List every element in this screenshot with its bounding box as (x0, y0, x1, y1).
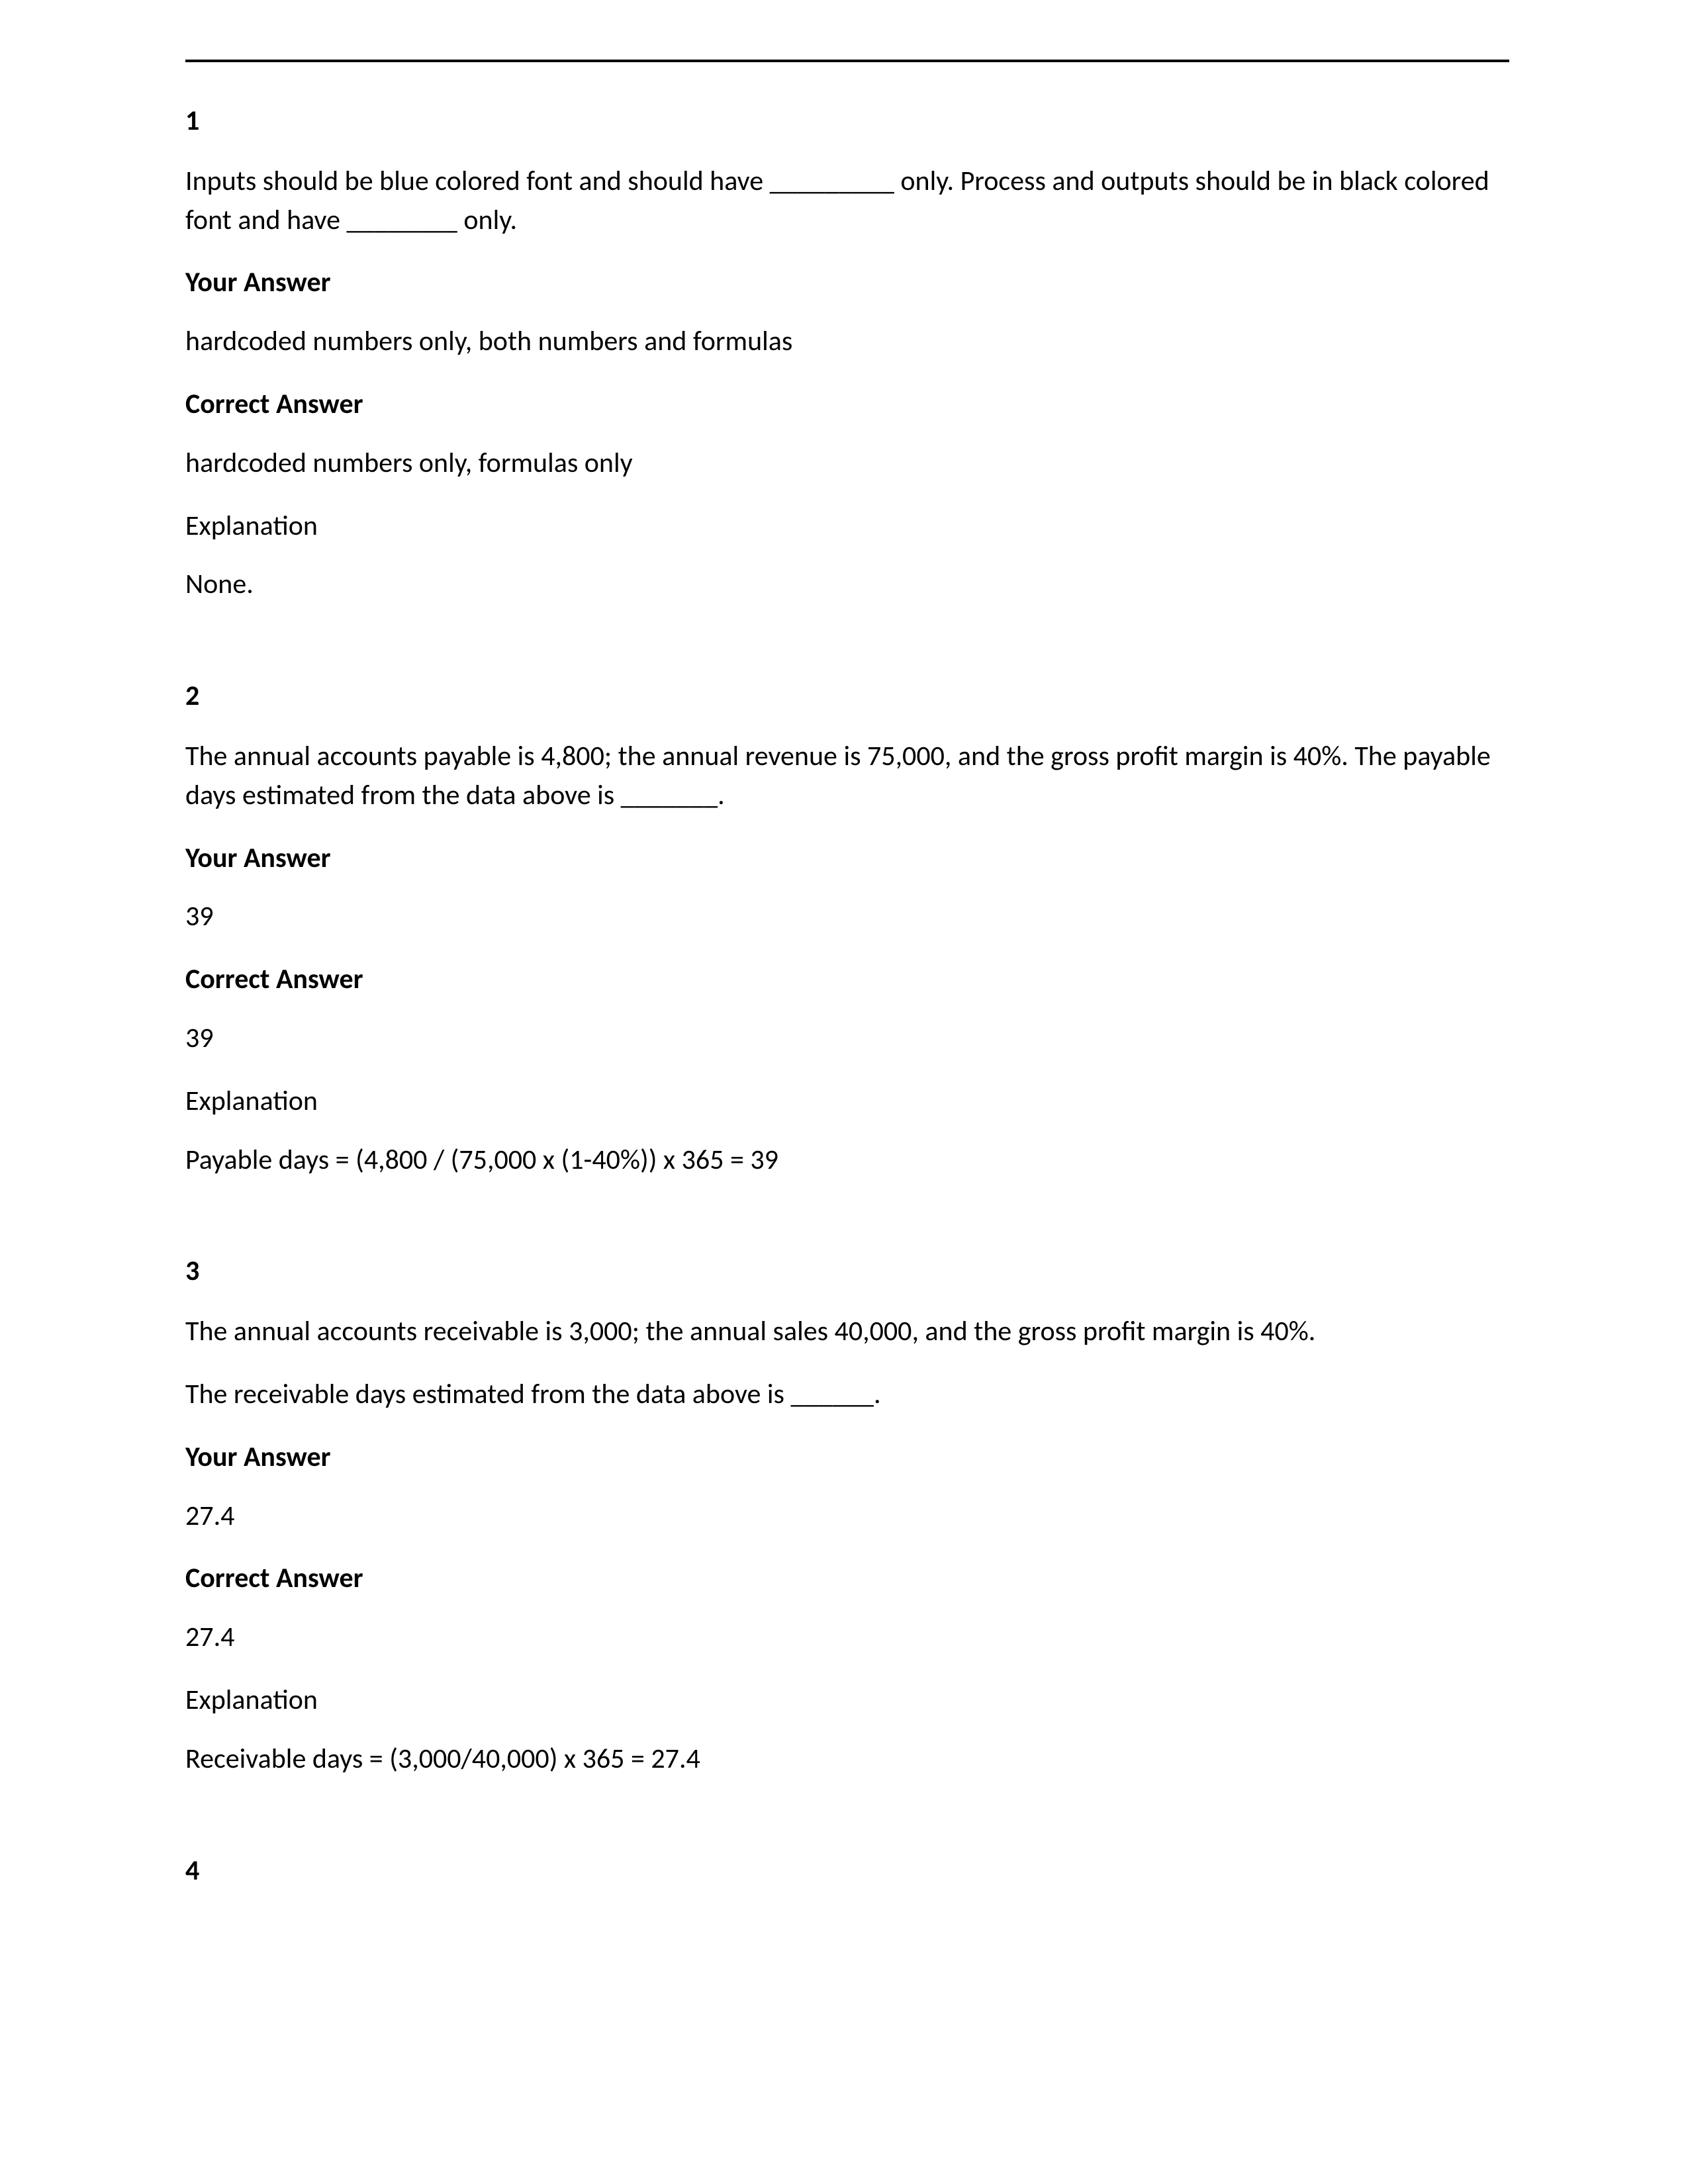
question-text: Inputs should be blue colored font and s… (185, 162, 1509, 240)
top-horizontal-rule (185, 60, 1509, 62)
explanation-text: Payable days = (4,800 / (75,000 x (1-40%… (185, 1141, 1509, 1180)
your-answer-value: hardcoded numbers only, both numbers and… (185, 322, 1509, 361)
correct-answer-value: hardcoded numbers only, formulas only (185, 444, 1509, 483)
question-text-line2: The receivable days estimated from the d… (185, 1375, 1509, 1414)
question-number: 4 (185, 1852, 1509, 1891)
correct-answer-label: Correct Answer (185, 960, 1509, 999)
question-text: The annual accounts payable is 4,800; th… (185, 737, 1509, 815)
your-answer-label: Your Answer (185, 1438, 1509, 1477)
explanation-text: None. (185, 565, 1509, 604)
question-text-line1: The annual accounts receivable is 3,000;… (185, 1312, 1509, 1351)
question-number: 2 (185, 677, 1509, 716)
page-container: 1 Inputs should be blue colored font and… (0, 0, 1688, 1971)
correct-answer-value: 27.4 (185, 1618, 1509, 1657)
explanation-label: Explanation (185, 1681, 1509, 1720)
your-answer-value: 39 (185, 897, 1509, 936)
correct-answer-value: 39 (185, 1019, 1509, 1058)
your-answer-value: 27.4 (185, 1497, 1509, 1536)
correct-answer-label: Correct Answer (185, 385, 1509, 424)
explanation-label: Explanation (185, 1082, 1509, 1121)
question-number: 3 (185, 1252, 1509, 1291)
your-answer-label: Your Answer (185, 263, 1509, 302)
correct-answer-label: Correct Answer (185, 1559, 1509, 1598)
question-number: 1 (185, 102, 1509, 141)
your-answer-label: Your Answer (185, 839, 1509, 878)
explanation-text: Receivable days = (3,000/40,000) x 365 =… (185, 1740, 1509, 1779)
explanation-label: Explanation (185, 507, 1509, 546)
